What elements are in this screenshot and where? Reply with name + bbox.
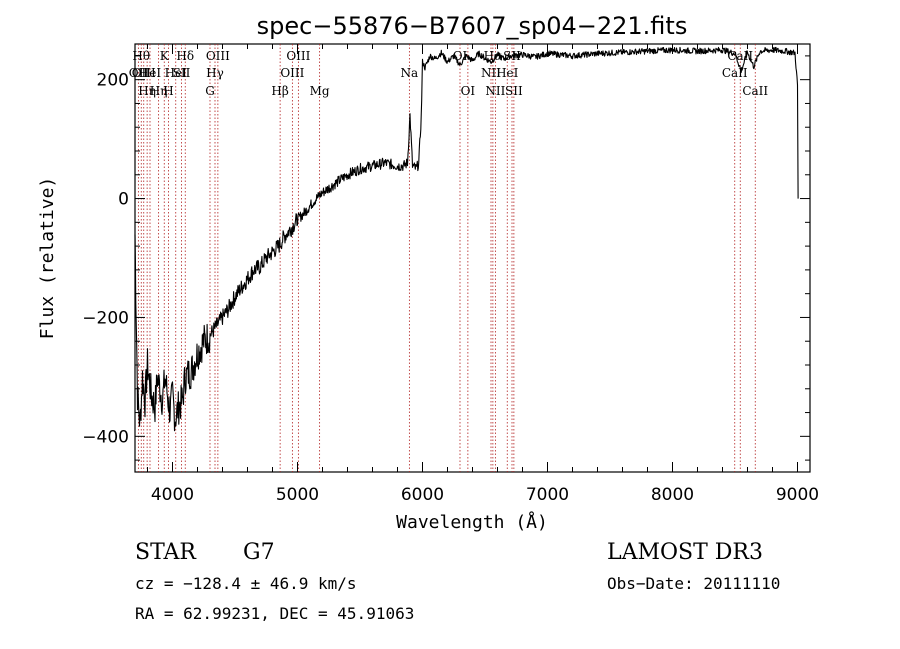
x-tick-label: 9000 [776,485,819,505]
y-tick-label: −400 [82,427,129,447]
emission-line-label: OIII [132,66,156,80]
emission-line-label: G [205,84,215,98]
emission-line-label: HeI [165,66,188,80]
coordinates-readout: RA = 62.99231, DEC = 45.91063 [135,604,414,623]
x-tick-label: 4000 [151,485,194,505]
emission-line-label: Na [401,66,419,80]
emission-line-label: NII [481,66,501,80]
flux-series-line [134,46,799,432]
emission-line-label: HeI [496,66,519,80]
emission-line-label: SII [505,84,523,98]
plot-frame [134,43,811,473]
y-tick-label: −200 [82,308,129,328]
chart-title: spec−55876−B7607_sp04−221.fits [257,12,688,40]
emission-line-label: OIII [286,49,310,63]
emission-line-label: CaII [742,84,768,98]
emission-lines [137,44,756,472]
emission-line-label: K [160,49,170,63]
line-labels: OIIHθOIIIHηHeIHηKHHeISIIHδGHγOIIIHβOIIIO… [129,49,769,98]
x-axis-ticks: 4000 5000 6000 7000 8000 9000 [147,44,819,505]
emission-line-label: HeI [139,66,162,80]
emission-line-label: CaII [722,66,748,80]
y-tick-label: 0 [118,190,129,210]
emission-line-label: NII [485,84,505,98]
emission-line-label: Hη [138,84,156,98]
emission-line-label: OI [461,84,476,98]
observation-date: Obs−Date: 20111110 [607,574,780,593]
redshift-readout: cz = −128.4 ± 46.9 km/s [135,574,357,593]
emission-line-label: Hδ [176,49,194,63]
object-class: STAR [135,540,197,565]
emission-line-label: OII [129,66,149,80]
survey-name: LAMOST DR3 [607,540,763,565]
emission-line-label: Mg [310,84,330,98]
emission-line-label: Hθ [132,49,150,63]
y-tick-label: 200 [97,71,129,91]
emission-line-label: Hβ [271,84,288,98]
x-tick-label: 7000 [526,485,569,505]
emission-line-label: OIII [280,66,304,80]
emission-line-label: Hγ [206,66,224,80]
object-subclass: G7 [243,540,275,565]
emission-line-label: H [163,84,173,98]
emission-line-label: OIII [206,49,230,63]
emission-line-label: Hη [150,84,168,98]
x-tick-label: 5000 [276,485,319,505]
x-axis-label: Wavelength (Å) [396,511,548,533]
x-tick-label: 6000 [401,485,444,505]
y-axis-label: Flux (relative) [37,177,58,340]
y-axis-ticks: −400 −200 0 200 [82,55,810,461]
x-tick-label: 8000 [651,485,694,505]
emission-line-label: SII [173,66,191,80]
